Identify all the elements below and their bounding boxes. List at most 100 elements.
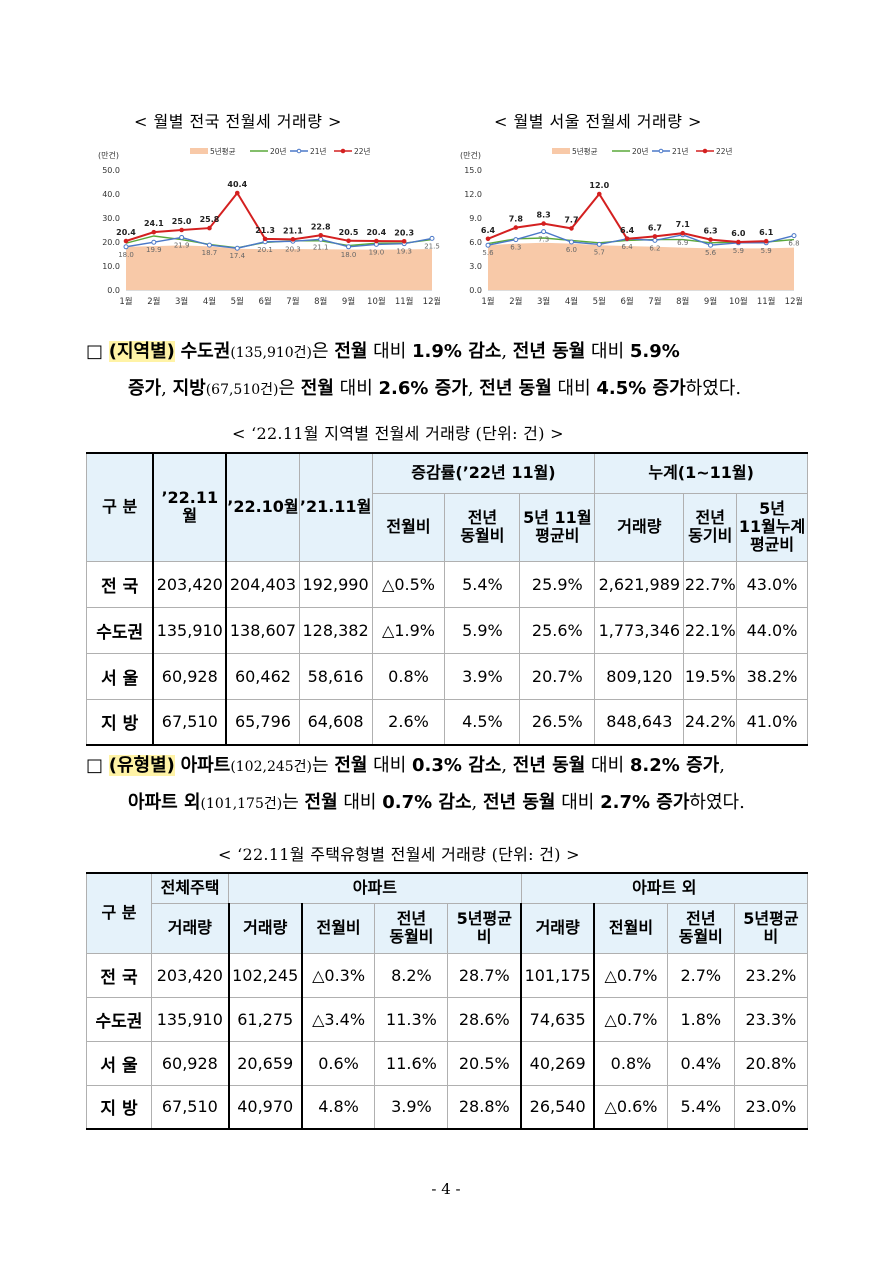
- table-row: 전 국 203,420 204,403 192,990 △0.5% 5.4% 25.9% 2,…: [86, 560, 808, 608]
- x-tick-label: 6월: [258, 296, 271, 307]
- th-cum-5yr: 5년 11월누계 평균비: [736, 492, 808, 562]
- y-tick-label: 15.0: [464, 166, 482, 175]
- th-cumulative: 누계(1~11월): [594, 452, 808, 494]
- table-cell: 23.2%: [733, 952, 809, 998]
- legend-label: 21년: [672, 146, 689, 156]
- point-21: [318, 236, 324, 242]
- point-22: [485, 236, 491, 242]
- table-cell: 102,245: [227, 952, 303, 998]
- data-label-22: 6.1: [759, 228, 774, 237]
- table-cell: △0.5%: [371, 560, 446, 608]
- data-label-22: 40.4: [227, 180, 247, 189]
- data-label-22: 21.3: [255, 226, 275, 235]
- table-cell: △0.3%: [301, 952, 376, 998]
- legend-swatch: [552, 148, 570, 154]
- x-tick-label: 11월: [395, 296, 414, 307]
- table-cell: 1,773,346: [594, 606, 685, 654]
- point-22: [290, 237, 296, 242]
- table-cell: 24.2%: [683, 698, 738, 746]
- table-cell: 101,175: [520, 952, 596, 998]
- table-cell: 60,928: [152, 652, 228, 700]
- data-label-21: 17.4: [229, 252, 245, 260]
- th-yoy: 전년 동월비: [444, 492, 521, 562]
- table-cell: △3.4%: [301, 996, 376, 1042]
- point-22: [652, 234, 658, 239]
- point-22: [346, 238, 351, 244]
- unit-label: (만건): [460, 150, 481, 160]
- point-22: [708, 237, 713, 242]
- table-cell: 22.1%: [683, 606, 738, 654]
- data-label-21: 21.1: [313, 243, 329, 251]
- table-cell: 2.6%: [371, 698, 446, 746]
- th2-apartment: 아파트: [228, 872, 522, 904]
- x-tick-label: 9월: [704, 296, 717, 307]
- table2-caption: < ‘22.11월 주택유형별 전월세 거래량 (단위: 건) >: [218, 845, 580, 864]
- x-tick-label: 11월: [757, 296, 776, 307]
- point-22: [763, 238, 769, 244]
- data-label-21: 6.0: [566, 246, 577, 254]
- point-22: [680, 230, 686, 236]
- row-header: 수도권: [86, 606, 154, 654]
- point-22: [123, 238, 129, 244]
- table-cell: 74,635: [520, 996, 596, 1042]
- data-label-21: 20.1: [257, 246, 273, 254]
- table-cell: △0.7%: [593, 996, 668, 1042]
- data-label-22: 21.1: [283, 226, 303, 235]
- data-label-21: 19.9: [146, 246, 162, 254]
- table-cell: 26,540: [520, 1084, 596, 1130]
- data-label-21: 21.5: [424, 242, 440, 250]
- x-tick-label: 4월: [565, 296, 578, 307]
- x-tick-label: 2월: [509, 296, 522, 307]
- table-row: 지 방 67,510 40,970 4.8% 3.9% 28.8% 26,540 △0.6% 5…: [86, 1084, 809, 1130]
- legend-label: 20년: [632, 146, 649, 156]
- data-label-22: 6.3: [703, 227, 717, 236]
- chart-title-seoul: < 월별 서울 전월세 거래량 >: [494, 112, 702, 131]
- point-21: [123, 244, 129, 250]
- table-cell: 203,420: [150, 952, 230, 998]
- y-tick-label: 20.0: [102, 238, 120, 247]
- row-header: 수도권: [86, 996, 152, 1042]
- data-label-21: 20.3: [285, 245, 301, 253]
- table-cell: 0.6%: [301, 1040, 376, 1086]
- th2-apt-5yr: 5년평균 비: [447, 902, 522, 954]
- data-label-22: 12.0: [589, 181, 609, 190]
- row-header: 지 방: [86, 698, 154, 746]
- data-label-21: 21.9: [174, 241, 190, 249]
- data-label-21: 5.6: [482, 249, 494, 257]
- table-cell: 25.9%: [519, 560, 596, 608]
- y-tick-label: 40.0: [102, 190, 120, 199]
- point-22: [318, 232, 324, 238]
- table-region: 구 분 ’22.11월 ’22.10월 ’21.11월 증감률(’22년 11월…: [86, 452, 808, 746]
- x-tick-label: 9월: [342, 296, 355, 307]
- box-bullet: □: [86, 341, 104, 362]
- data-label-22: 7.1: [676, 220, 691, 229]
- table-cell: 40,970: [227, 1084, 303, 1130]
- point-21: [596, 241, 602, 247]
- table-cell: 2.7%: [666, 952, 735, 998]
- y-tick-label: 9.0: [469, 214, 482, 223]
- point-21: [151, 239, 157, 245]
- table-cell: 28.7%: [447, 952, 522, 998]
- data-label-22: 20.4: [366, 228, 386, 237]
- table-cell: 809,120: [594, 652, 685, 700]
- table1-caption: < ‘22.11월 지역별 전월세 거래량 (단위: 건) >: [232, 424, 564, 443]
- table-cell: 43.0%: [736, 560, 808, 608]
- table-cell: 28.8%: [447, 1084, 522, 1130]
- legend-marker: [340, 148, 346, 154]
- table-cell: 5.4%: [444, 560, 521, 608]
- x-tick-label: 8월: [314, 296, 327, 307]
- table-cell: 138,607: [225, 606, 300, 654]
- table-cell: 67,510: [152, 698, 228, 746]
- table-row: 서 울 60,928 20,659 0.6% 11.6% 20.5% 40,269 0.8% 0…: [86, 1040, 809, 1086]
- row-header: 서 울: [86, 1040, 152, 1086]
- table-cell: 2,621,989: [594, 560, 685, 608]
- point-22: [207, 225, 212, 231]
- table-cell: 20.7%: [519, 652, 596, 700]
- point-21: [429, 235, 435, 241]
- legend-marker: [296, 148, 302, 154]
- table-cell: 22.7%: [683, 560, 738, 608]
- y-tick-label: 12.0: [464, 190, 482, 199]
- x-tick-label: 7월: [648, 296, 661, 307]
- x-tick-label: 10월: [367, 296, 386, 307]
- table-row: 수도권 135,910 138,607 128,382 △1.9% 5.9% 25.6% 1,…: [86, 606, 808, 654]
